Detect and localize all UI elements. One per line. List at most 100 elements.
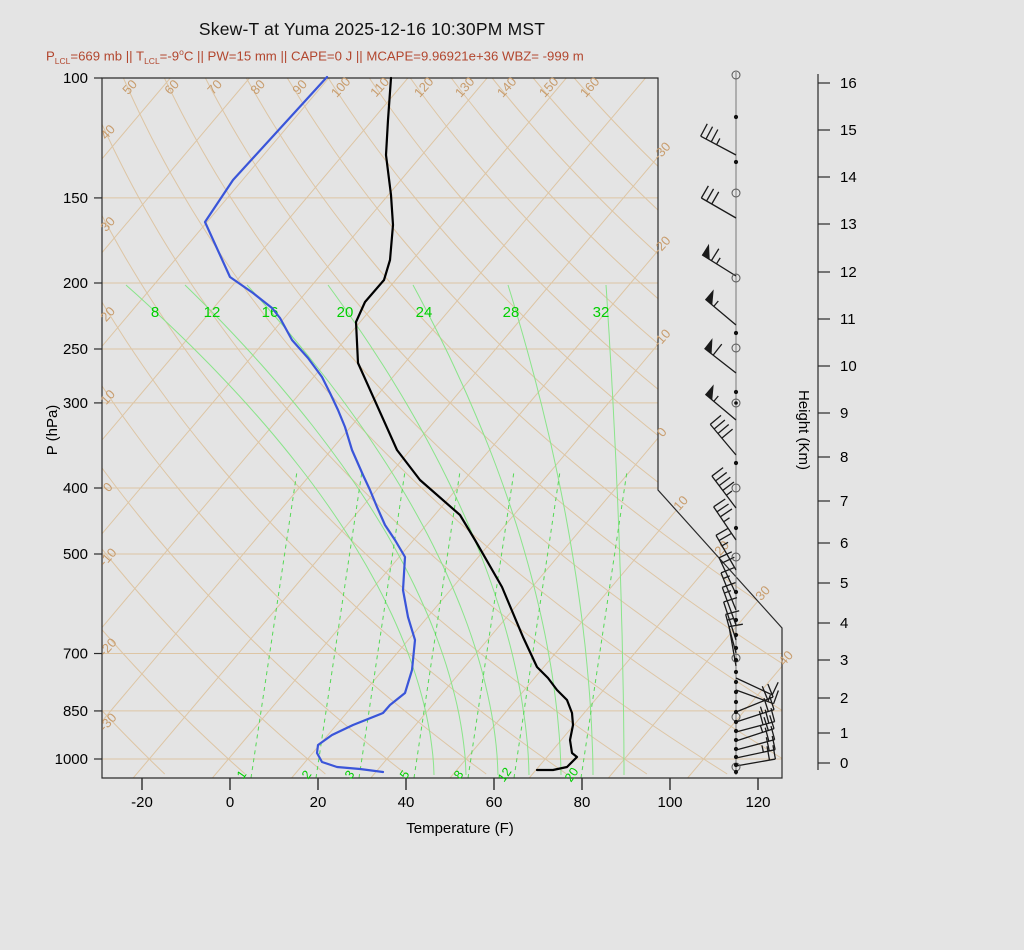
isotherm-label: 10 xyxy=(670,493,691,514)
dry-adiabat-label: 60 xyxy=(161,77,182,98)
level-dot-marker xyxy=(733,754,739,760)
dry-adiabat-label: -30 xyxy=(96,710,120,734)
wind-barb xyxy=(735,725,776,751)
mixing-ratio-line xyxy=(250,469,298,778)
level-dot-marker xyxy=(733,709,739,715)
temperature-tick-label: 60 xyxy=(486,794,503,811)
wind-barb xyxy=(723,597,738,641)
moist-adiabat-label: 12 xyxy=(204,304,221,321)
level-dot-marker xyxy=(733,699,739,705)
isotherm-line xyxy=(370,78,782,778)
moist-adiabat-label: 32 xyxy=(593,304,610,321)
dry-adiabat-line xyxy=(102,78,567,775)
height-tick-label: 11 xyxy=(840,311,856,328)
mixing-ratio-line xyxy=(580,469,628,778)
dry-adiabat-line xyxy=(204,78,782,727)
wind-barb xyxy=(704,338,737,374)
mixing-ratio-line xyxy=(513,469,561,778)
level-circle-marker xyxy=(731,343,741,353)
dry-adiabat-label: 70 xyxy=(204,77,225,98)
pressure-tick-label: 150 xyxy=(63,190,88,207)
dry-adiabat-label: 90 xyxy=(289,77,310,98)
sounding-parameters-line: PLCL=669 mb || TLCL=-9oC || PW=15 mm || … xyxy=(46,47,584,66)
wind-barb xyxy=(735,677,779,696)
moist-adiabat-line xyxy=(412,284,562,776)
height-axis-title: Height (Km) xyxy=(795,390,812,470)
pressure-tick-label: 250 xyxy=(63,341,88,358)
height-tick-label: 10 xyxy=(840,358,857,375)
plot-frame xyxy=(101,77,783,779)
height-tick-label: 0 xyxy=(840,755,848,772)
wind-barb xyxy=(704,384,737,421)
level-dot-marker xyxy=(733,728,739,734)
height-tick-label: 7 xyxy=(840,493,848,510)
param-text: LCL xyxy=(54,56,71,67)
wind-barb xyxy=(715,527,737,571)
temperature-tick-label: 40 xyxy=(398,794,415,811)
level-dot-marker xyxy=(733,525,739,531)
dry-adiabat-label: 20 xyxy=(97,304,118,325)
pressure-tick-label: 500 xyxy=(63,546,88,563)
height-tick-label: 12 xyxy=(840,264,857,281)
height-tick-label: 16 xyxy=(840,75,857,92)
level-dot-marker xyxy=(733,589,739,595)
level-dot-marker xyxy=(734,401,738,405)
level-dot-marker xyxy=(733,769,739,775)
temperature-tick-label: 80 xyxy=(574,794,591,811)
dry-adiabat-line xyxy=(491,78,782,439)
level-dot-marker xyxy=(733,719,739,725)
level-circle-marker xyxy=(731,398,741,408)
height-tick-label: 4 xyxy=(840,615,848,632)
page-title: Skew-T at Yuma 2025-12-16 10:30PM MST xyxy=(198,19,546,39)
dry-adiabat-line xyxy=(102,473,166,775)
dry-adiabat-line xyxy=(102,233,326,775)
height-tick-label: 15 xyxy=(840,122,857,139)
isotherm-line xyxy=(608,78,782,778)
mixing-ratio-line xyxy=(413,469,461,778)
isotherm-line xyxy=(102,78,409,778)
wind-barb xyxy=(709,414,737,456)
dry-adiabat-line xyxy=(245,78,782,691)
pressure-tick-label: 1000 xyxy=(55,751,88,768)
wind-barb xyxy=(735,683,774,713)
temperature-curve xyxy=(354,76,579,772)
wind-barb xyxy=(735,745,777,767)
moist-adiabat-label: 20 xyxy=(337,304,354,321)
isotherm-line xyxy=(528,78,782,778)
level-dot-marker xyxy=(733,669,739,675)
level-dot-marker xyxy=(733,737,739,743)
isotherm-line xyxy=(132,78,726,778)
wind-barb xyxy=(700,185,737,219)
dry-adiabat-label: -20 xyxy=(96,635,120,659)
dry-adiabat-line xyxy=(409,78,782,523)
level-dot-marker xyxy=(733,689,739,695)
moist-adiabat-line xyxy=(125,284,435,776)
wind-barb xyxy=(735,696,775,723)
moist-adiabat-label: 16 xyxy=(262,304,279,321)
dry-adiabat-label: 80 xyxy=(247,77,268,98)
moist-adiabat-label: 8 xyxy=(151,304,159,321)
param-text: =669 mb || T xyxy=(70,48,145,64)
temperature-tick-label: -20 xyxy=(131,794,153,811)
level-dot-marker xyxy=(733,657,739,663)
dry-adiabat-label: 50 xyxy=(119,77,140,98)
mixing-ratio-label: 12 xyxy=(495,765,514,784)
isotherm-label: -20 xyxy=(650,233,674,257)
isotherm-line xyxy=(102,78,646,778)
mixing-ratio-label: 2 xyxy=(299,768,314,782)
isotherm-label: -10 xyxy=(650,326,674,350)
pressure-tick-label: 100 xyxy=(63,70,88,87)
wind-barb-column xyxy=(700,70,779,775)
temperature-tick-label: 0 xyxy=(226,794,234,811)
mixing-ratio-label: 1 xyxy=(234,768,249,782)
mixing-ratio-label: 3 xyxy=(342,768,357,782)
height-tick-label: 13 xyxy=(840,216,857,233)
level-dot-marker xyxy=(733,460,739,466)
moist-adiabat-line xyxy=(246,284,499,776)
grid-lines xyxy=(102,78,782,778)
mixing-ratio-label: 5 xyxy=(397,768,412,782)
dry-adiabat-label: -10 xyxy=(96,545,120,569)
